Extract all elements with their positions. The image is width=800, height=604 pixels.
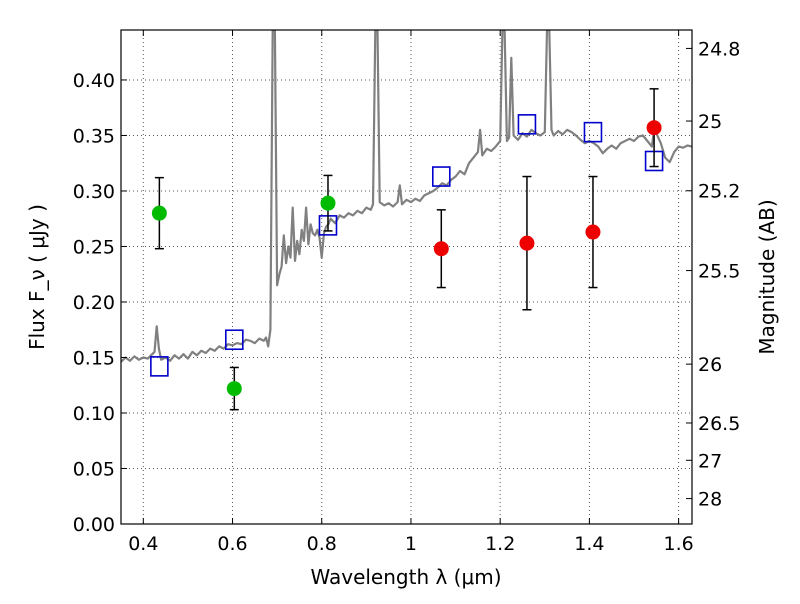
x-tick-label: 1.6	[664, 533, 694, 555]
y-tick-label: 0.40	[73, 70, 115, 92]
axis-ticks: 0.4 0.6 0.8 1 1.2 1.4 1.6 0.00 0.05 0.10 0.15 0.20 0…	[73, 30, 740, 555]
detection-point	[151, 205, 167, 221]
y-tick-label: 0.30	[73, 181, 115, 203]
plot-frame	[120, 29, 693, 525]
model-square-marker	[517, 114, 537, 135]
y-tick-label: 0.25	[73, 236, 115, 258]
x-tick-label: 0.4	[128, 533, 158, 555]
detection-point	[519, 235, 535, 251]
x-tick-label: 0.6	[217, 533, 247, 555]
mag-tick-label: 25.5	[698, 261, 740, 283]
spectrum-line	[121, 30, 692, 363]
x-tick-label: 0.8	[307, 533, 337, 555]
y-tick-label: 0.10	[73, 403, 115, 425]
mag-tick-label: 26	[698, 354, 722, 376]
x-tick-label: 1	[405, 533, 417, 555]
mag-tick-label: 25.2	[698, 181, 740, 203]
right-axis-title: Magnitude (AB)	[755, 199, 779, 354]
mag-tick-label: 28	[698, 489, 722, 511]
spectrum-layer	[121, 30, 692, 363]
y-tick-label: 0.15	[73, 347, 115, 369]
detection-point	[646, 120, 662, 136]
detection-point	[585, 224, 601, 240]
mag-tick-label: 26.5	[698, 413, 740, 435]
y-axis-title: Flux F_ν ( μJy )	[25, 204, 49, 350]
model-square-marker	[225, 329, 244, 351]
detection-point	[226, 381, 242, 397]
y-tick-label: 0.35	[73, 125, 115, 147]
y-tick-label: 0.00	[73, 514, 115, 536]
marker-layer	[150, 88, 664, 411]
x-axis-title: Wavelength λ (μm)	[310, 565, 501, 589]
y-tick-label: 0.20	[73, 292, 115, 314]
y-tick-label: 0.05	[73, 458, 115, 480]
model-square-marker	[583, 121, 603, 143]
mag-tick-label: 24.8	[698, 38, 740, 60]
model-square-marker	[431, 166, 451, 187]
model-square-marker	[150, 356, 169, 377]
mag-tick-label: 27	[698, 450, 722, 472]
detection-point	[433, 241, 449, 257]
detection-point	[320, 195, 336, 211]
x-tick-label: 1.4	[574, 533, 604, 555]
x-tick-label: 1.2	[485, 533, 515, 555]
mag-tick-label: 25	[698, 111, 722, 133]
